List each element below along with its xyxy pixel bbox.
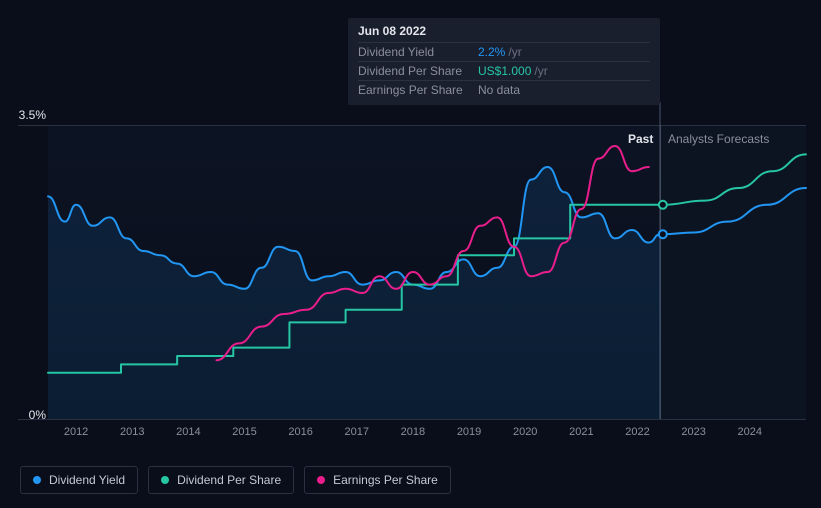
dividend-yield-area [48,167,660,419]
legend-item-dividend-per-share[interactable]: Dividend Per Share [148,466,294,494]
x-tick-label: 2020 [497,426,553,438]
x-tick-label: 2022 [609,426,665,438]
chart-tooltip: Jun 08 2022 Dividend Yield2.2%/yrDividen… [348,18,660,105]
x-tick-label: 2016 [273,426,329,438]
tooltip-row: Earnings Per ShareNo data [358,80,650,99]
dividend-yield-forecast [663,188,806,234]
tooltip-unit: /yr [508,45,521,59]
x-tick-label: 2014 [160,426,216,438]
legend-label: Dividend Yield [49,473,125,487]
tooltip-date: Jun 08 2022 [358,24,650,38]
x-tick-label: 2015 [216,426,272,438]
x-tick-label: 2017 [329,426,385,438]
tooltip-metric-label: Dividend Yield [358,45,478,59]
x-tick-label: 2018 [385,426,441,438]
x-tick-label: 2013 [104,426,160,438]
dividend-per-share-marker [659,201,667,209]
x-axis-labels: 2012201320142015201620172018201920202021… [48,426,778,438]
x-tick-label: 2012 [48,426,104,438]
tooltip-metric-value: No data [478,83,520,97]
x-tick-label: 2019 [441,426,497,438]
tooltip-metric-value: 2.2%/yr [478,45,522,59]
legend-item-earnings-per-share[interactable]: Earnings Per Share [304,466,451,494]
legend-item-dividend-yield[interactable]: Dividend Yield [20,466,138,494]
tooltip-row: Dividend Yield2.2%/yr [358,42,650,61]
tooltip-metric-label: Dividend Per Share [358,64,478,78]
tooltip-metric-value: US$1.000/yr [478,64,548,78]
legend-label: Earnings Per Share [333,473,438,487]
x-tick-label: 2024 [722,426,778,438]
dividend-yield-marker [659,230,667,238]
legend-dot [33,476,41,484]
chart-legend: Dividend Yield Dividend Per Share Earnings… [20,466,451,494]
legend-dot [317,476,325,484]
x-tick-label: 2023 [666,426,722,438]
tooltip-unit: /yr [534,64,547,78]
legend-dot [161,476,169,484]
tooltip-row: Dividend Per ShareUS$1.000/yr [358,61,650,80]
legend-label: Dividend Per Share [177,473,281,487]
x-tick-label: 2021 [553,426,609,438]
tooltip-metric-label: Earnings Per Share [358,83,478,97]
